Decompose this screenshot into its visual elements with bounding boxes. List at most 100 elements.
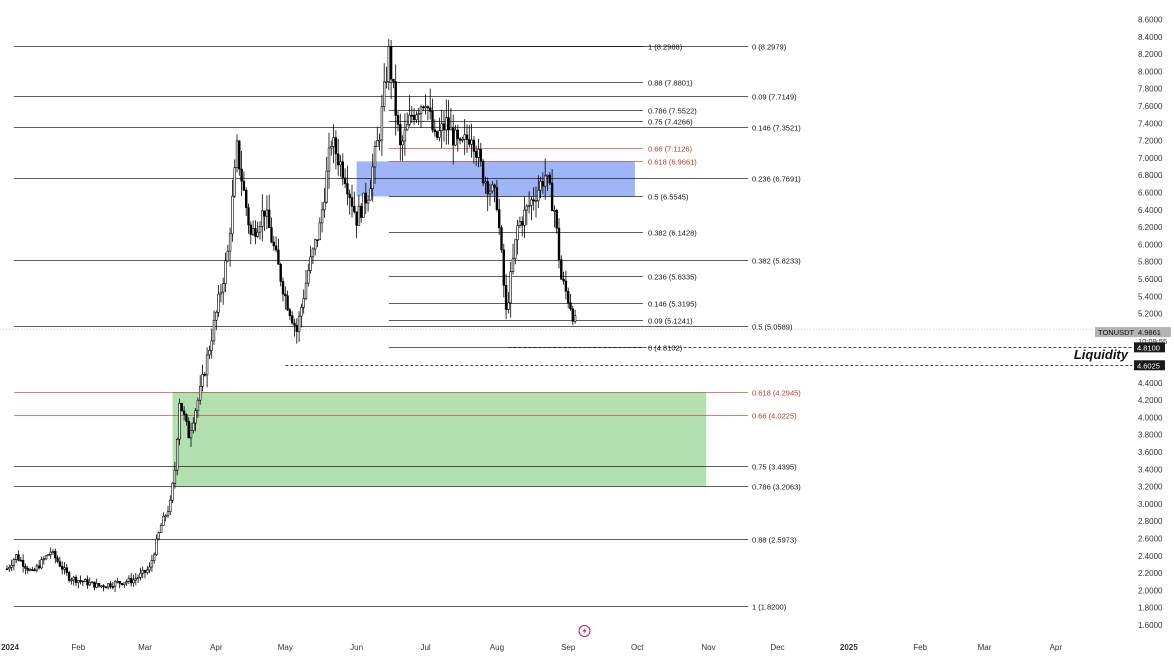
- time-tick-label: Aug: [490, 643, 504, 652]
- candle-body: [217, 293, 220, 313]
- level-price-tag: [1134, 360, 1165, 371]
- time-tick-label: Apr: [1050, 643, 1063, 652]
- candle-body: [378, 139, 381, 142]
- candle-body: [514, 239, 517, 259]
- candle-body: [302, 298, 305, 308]
- fib-label: 0.75 (3.4395): [752, 463, 797, 472]
- candle-body: [63, 567, 66, 570]
- candle-body: [164, 515, 167, 517]
- candle-body: [37, 565, 41, 569]
- candle-body: [288, 309, 292, 317]
- time-tick-label: 2025: [840, 643, 858, 652]
- candle-body: [284, 293, 287, 297]
- candle-body: [309, 256, 312, 271]
- candle-body: [518, 221, 522, 226]
- candle-body: [279, 264, 282, 282]
- candle-body: [44, 555, 48, 560]
- candle-body: [258, 226, 262, 233]
- candle-body: [422, 106, 425, 109]
- candle-body: [557, 227, 561, 260]
- time-tick-label: May: [278, 643, 293, 652]
- symbol-label: TONUSDT: [1098, 328, 1135, 337]
- candle-body: [109, 583, 112, 587]
- candle-body: [438, 130, 441, 138]
- candle-body: [392, 78, 395, 82]
- fib-label: 0.382 (6.1428): [648, 229, 697, 238]
- candle-body: [479, 149, 482, 162]
- candle-body: [74, 576, 78, 583]
- candle-body: [219, 291, 223, 295]
- candle-body: [431, 110, 434, 131]
- time-tick-label: Jul: [420, 643, 430, 652]
- candle-body: [60, 565, 64, 570]
- price-tick-label: 7.4000: [1138, 119, 1163, 128]
- price-tick-label: 3.0000: [1138, 500, 1163, 509]
- time-axis[interactable]: 2024 Feb Mar Apr May Jun Jul Aug Sep Oct Nov Dec 202…: [1, 643, 1062, 652]
- candle-body: [240, 168, 243, 182]
- candle-body: [150, 560, 154, 568]
- fib-label: 0.88 (2.5973): [752, 536, 797, 545]
- candle-body: [359, 205, 363, 218]
- price-tick-label: 1.8000: [1138, 604, 1163, 613]
- candle-body: [461, 139, 464, 141]
- candle-body: [212, 319, 216, 342]
- candle-body: [242, 180, 246, 191]
- candle-body: [24, 566, 27, 569]
- price-tick-label: 8.2000: [1138, 50, 1163, 59]
- price-tick-label: 5.6000: [1138, 275, 1163, 284]
- time-tick-label: 2024: [1, 643, 19, 652]
- candle-body: [468, 139, 471, 145]
- candle-body: [51, 551, 55, 553]
- lightning-bolt-icon[interactable]: [578, 625, 591, 637]
- candle-body: [408, 114, 411, 125]
- candle-body: [132, 579, 135, 584]
- candle-body: [222, 283, 225, 293]
- fib-label: 0.618 (4.2945): [752, 389, 801, 398]
- candle-body: [486, 181, 489, 195]
- candle-body: [267, 209, 271, 229]
- candle-body: [15, 554, 18, 560]
- candle-body: [251, 228, 255, 235]
- candle-body: [95, 583, 98, 588]
- candle-body: [210, 340, 213, 351]
- candle-body: [81, 580, 85, 583]
- candle-body: [509, 271, 512, 304]
- candle-body: [417, 113, 420, 116]
- price-tick-label: 2.2000: [1138, 569, 1163, 578]
- candle-body: [428, 107, 432, 112]
- price-axis[interactable]: 8.6000 8.4000 8.2000 8.0000 7.8000 7.6000 7.40…: [1138, 16, 1163, 631]
- candle-body: [426, 106, 430, 109]
- candle-body: [463, 134, 466, 140]
- fib-label: 0.786 (3.2063): [752, 483, 801, 492]
- candle-body: [410, 114, 413, 117]
- price-tick-label: 6.8000: [1138, 171, 1163, 180]
- candle-body: [58, 561, 62, 567]
- candle-body: [419, 106, 423, 114]
- price-tick-label: 1.6000: [1138, 621, 1163, 630]
- candle-body: [465, 134, 469, 140]
- candle-body: [116, 581, 119, 583]
- candle-body: [90, 581, 94, 584]
- candle-body: [107, 583, 110, 588]
- candle-body: [205, 354, 209, 376]
- price-tick-label: 6.0000: [1138, 240, 1163, 249]
- candle-body: [537, 189, 540, 201]
- time-tick-label: Sep: [561, 643, 576, 652]
- candle-body: [265, 209, 269, 217]
- candle-body: [516, 225, 519, 241]
- candle-body: [325, 170, 328, 203]
- candle-body: [33, 569, 36, 572]
- candle-body: [136, 577, 140, 579]
- price-tick-label: 4.0000: [1138, 413, 1163, 422]
- zones-layer: [172, 161, 707, 487]
- candle-body: [527, 205, 531, 207]
- candle-body: [274, 245, 278, 251]
- candle-body: [562, 278, 565, 282]
- candle-body: [157, 532, 160, 540]
- candle-body: [555, 210, 558, 229]
- time-tick-label: Mar: [978, 643, 992, 652]
- candle-body: [231, 195, 234, 235]
